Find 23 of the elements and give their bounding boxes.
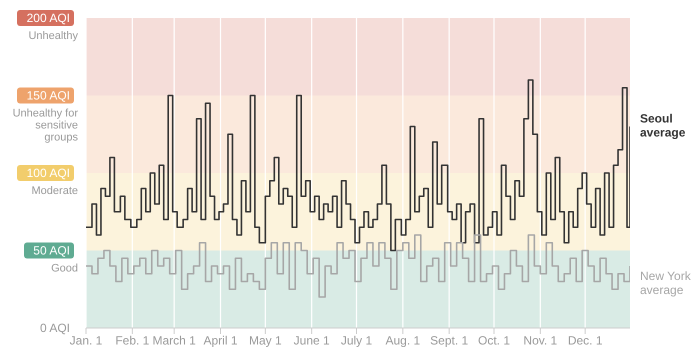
series-label: New York average [640, 269, 692, 297]
x-tick-label: Nov. 1 [523, 334, 558, 348]
series-label: Seoul average [640, 112, 686, 140]
y-tick-label: 100 AQI [26, 166, 70, 180]
x-tick-label: Sept. 1 [430, 334, 469, 348]
x-tick-label: Jan. 1 [70, 334, 103, 348]
y-tick-label: 0 AQI [40, 321, 70, 336]
x-tick-label: May 1 [248, 334, 282, 348]
x-tick-label: Feb. 1 [115, 334, 150, 348]
x-tick-label: June 1 [294, 334, 330, 348]
y-tick-label: 150 AQI [26, 88, 70, 103]
y-tick-label: 200 AQI [26, 11, 70, 26]
x-tick-label: March 1 [152, 334, 196, 348]
band-label: Moderate [32, 185, 78, 197]
y-tick-label: 50 AQI [33, 244, 70, 258]
x-tick-label: July 1 [340, 334, 372, 348]
x-tick-label: Oct. 1 [478, 334, 510, 348]
band-label: Unhealthy for sensitive groups [12, 108, 78, 144]
x-tick-label: Dec. 1 [568, 334, 603, 348]
band-label: Unhealthy [28, 30, 78, 42]
band-label: Good [51, 262, 78, 274]
x-tick-label: April 1 [204, 334, 238, 348]
x-tick-label: Aug. 1 [385, 334, 421, 348]
